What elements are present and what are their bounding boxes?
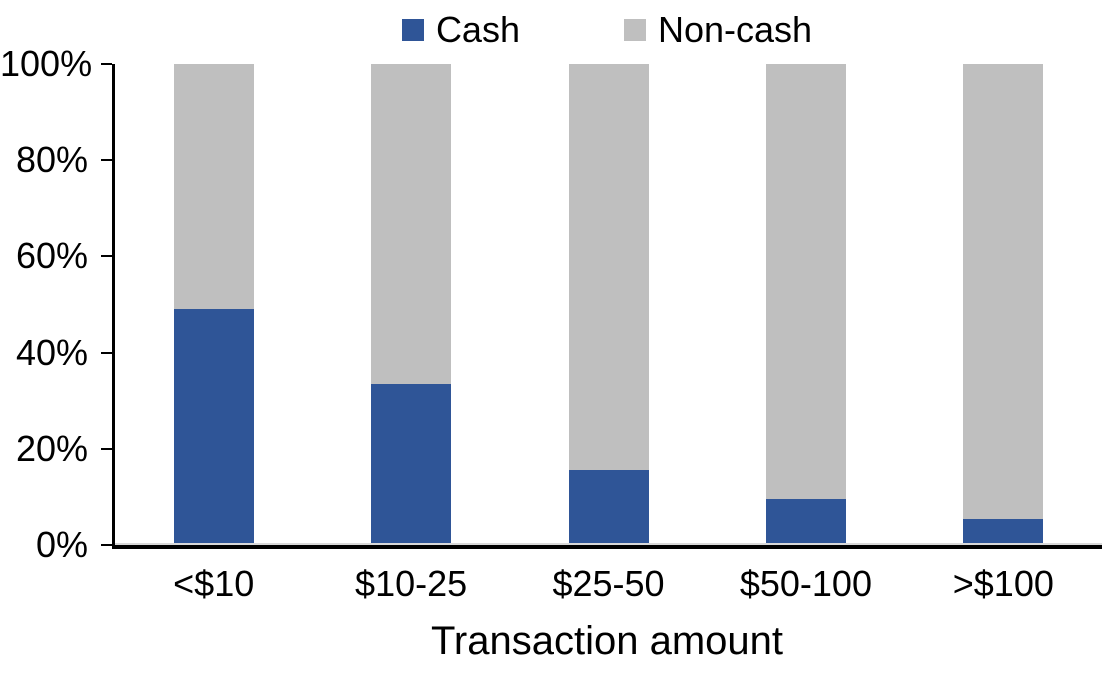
x-tick-label: >$100 <box>952 563 1054 604</box>
y-tick-label: 80% <box>15 139 88 181</box>
noncash-legend-label: Non-cash <box>657 9 813 50</box>
bar-column <box>312 64 509 545</box>
y-tick-label: 0% <box>35 524 88 565</box>
bar-segment-noncash <box>765 64 846 500</box>
bar-segment-cash <box>568 470 649 545</box>
stacked-bar <box>765 64 846 545</box>
stacked-bar <box>963 64 1044 545</box>
y-tick-label: 40% <box>15 331 88 373</box>
bar-segment-noncash <box>568 64 649 471</box>
bar-segment-cash <box>765 499 846 545</box>
legend-item-noncash: Non-cash <box>623 9 813 50</box>
bar-column <box>115 64 312 545</box>
y-axis-labels: 0% 20% 40% 60% 80% 100% <box>0 44 92 565</box>
bar-segment-cash <box>963 518 1044 545</box>
cash-legend-label: Cash <box>435 9 520 50</box>
x-tick-label: $25-50 <box>552 563 665 604</box>
bar-segment-cash <box>173 309 254 545</box>
y-axis-tick <box>101 159 112 162</box>
y-axis-tick <box>101 351 112 354</box>
y-axis-tick <box>101 447 112 450</box>
x-axis-title: Transaction amount <box>430 619 784 663</box>
plot-area <box>101 63 1102 549</box>
y-tick-label: 100% <box>0 43 93 84</box>
zero-gridline <box>115 543 1102 545</box>
x-tick-label: <$10 <box>173 563 255 604</box>
y-axis-tick <box>101 63 112 65</box>
stacked-bar <box>371 64 452 545</box>
bar-column <box>707 64 904 545</box>
stacked-bar <box>173 64 254 545</box>
bar-column <box>905 64 1102 545</box>
cash-legend-swatch <box>401 19 424 41</box>
bar-segment-noncash <box>963 64 1044 519</box>
noncash-legend-swatch <box>623 19 646 41</box>
x-axis-labels: <$10 $10-25 $25-50 $50-100 >$100 <box>115 564 1102 604</box>
bar-segment-noncash <box>173 64 254 310</box>
bar-segment-noncash <box>371 64 452 384</box>
bar-segment-cash <box>371 383 452 545</box>
bar-column <box>510 64 707 545</box>
legend-item-cash: Cash <box>401 9 520 50</box>
x-tick-label: $50-100 <box>739 563 872 604</box>
y-tick-label: 20% <box>15 427 88 469</box>
y-tick-label: 60% <box>15 235 88 277</box>
y-axis-tick <box>101 255 112 258</box>
bars <box>115 64 1102 545</box>
y-axis-tick <box>101 544 112 546</box>
stacked-bar <box>568 64 649 545</box>
legend: Cash Non-cash <box>112 10 1102 50</box>
x-tick-label: $10-25 <box>355 563 468 604</box>
